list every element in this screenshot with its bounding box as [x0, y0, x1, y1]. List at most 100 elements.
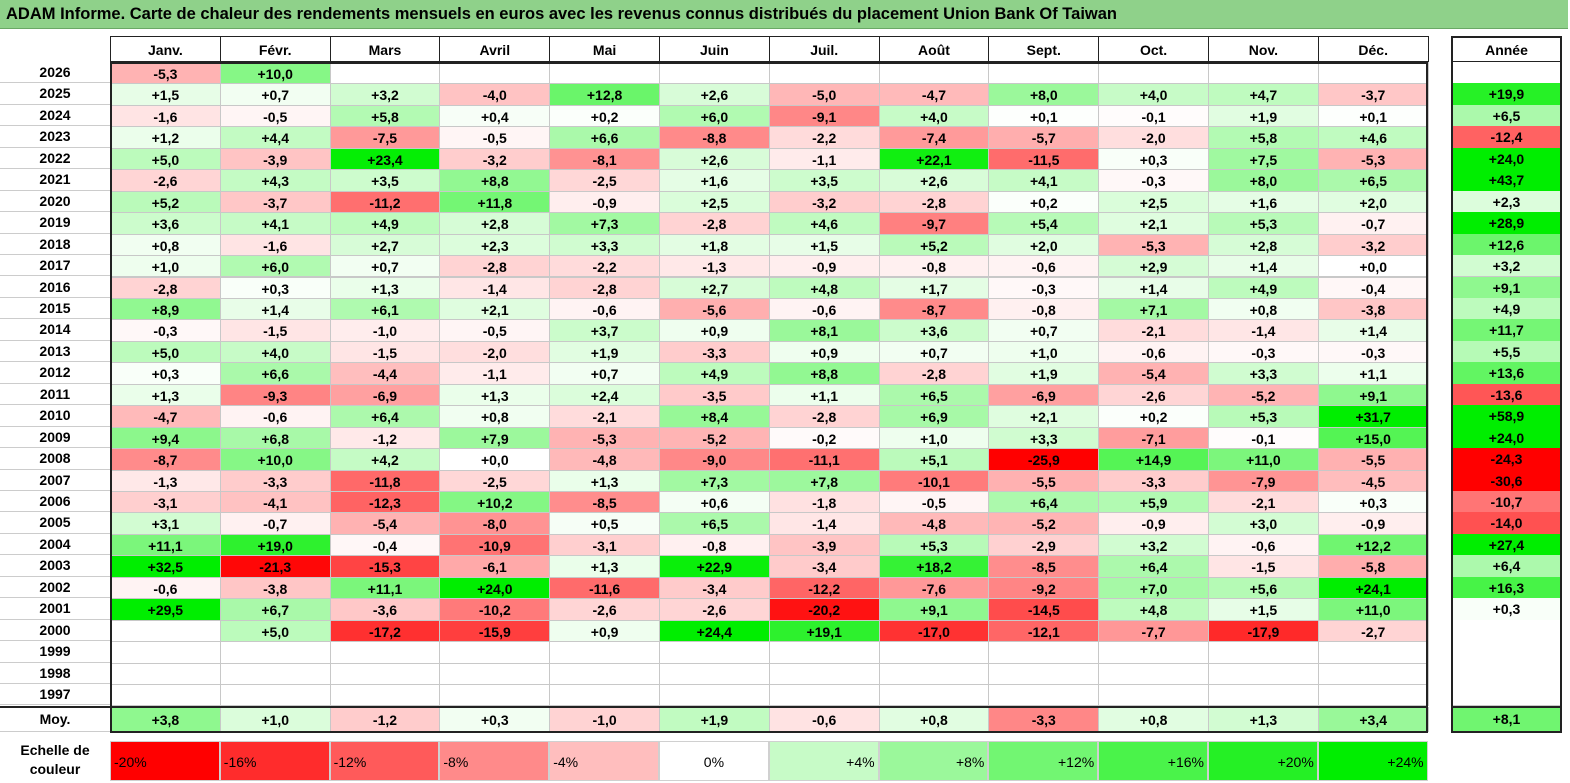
- heatmap-cell: +5,8: [1208, 126, 1319, 149]
- heatmap-cell: +24,4: [659, 619, 770, 643]
- heatmap-cell: +1,8: [659, 233, 770, 257]
- heatmap-cell: +3,5: [329, 169, 441, 192]
- heatmap-cell: -5,4: [329, 512, 441, 535]
- heatmap-cell: [439, 662, 551, 686]
- heatmap-cell: +2,7: [659, 276, 770, 299]
- heatmap-cell: -8,1: [549, 147, 660, 171]
- heatmap-cell: +1,0: [988, 340, 1100, 364]
- heatmap-cell: +1,6: [659, 169, 770, 192]
- heatmap-cell: [878, 641, 990, 664]
- heatmap-cell: [219, 684, 331, 707]
- heatmap-cell: -1,2: [329, 426, 441, 450]
- month-header: Juin: [659, 36, 770, 62]
- heatmap-cell: +0,4: [439, 104, 551, 128]
- heatmap-cell: [1317, 641, 1429, 664]
- heatmap-cell: -3,6: [329, 598, 441, 621]
- month-header: Juil.: [768, 36, 880, 62]
- heatmap-cell: [1317, 662, 1429, 686]
- year-label: 2001: [0, 598, 110, 620]
- heatmap-cell: +1,3: [329, 276, 441, 299]
- heatmap-cell: +3,3: [549, 233, 660, 257]
- heatmap-cell: +0,7: [878, 340, 990, 364]
- heatmap-cell: -2,6: [549, 598, 660, 621]
- heatmap-cell: +7,5: [1208, 147, 1319, 171]
- year-label: 2019: [0, 212, 110, 234]
- heatmap-cell: -17,0: [878, 619, 990, 643]
- average-cell: +1,0: [219, 707, 331, 732]
- heatmap-cell: -2,2: [768, 126, 880, 149]
- color-scale-stop: +16%: [1098, 741, 1208, 781]
- average-cell: -1,0: [549, 707, 660, 732]
- heatmap-cell: +1,7: [878, 276, 990, 299]
- month-header: Déc.: [1317, 36, 1429, 62]
- heatmap-cell: +4,0: [1098, 83, 1209, 106]
- heatmap-cell: -1,4: [439, 276, 551, 299]
- heatmap-cell: -20,2: [768, 598, 880, 621]
- heatmap-cell: -1,6: [110, 104, 221, 128]
- heatmap-cell: +1,1: [1317, 362, 1429, 385]
- average-cell: +1,3: [1208, 707, 1319, 732]
- heatmap-cell: [768, 684, 880, 707]
- heatmap-cell: -2,8: [439, 255, 551, 278]
- heatmap-cell: -5,3: [1317, 147, 1429, 171]
- year-label: 1999: [0, 641, 110, 663]
- heatmap-cell: -0,5: [878, 491, 990, 514]
- heatmap-cell: +4,8: [1098, 598, 1209, 621]
- year-label: 2026: [0, 62, 110, 84]
- average-cell: -0,6: [768, 707, 880, 732]
- heatmap-cell: [110, 684, 221, 707]
- heatmap-cell: -3,3: [659, 340, 770, 364]
- average-cell: +0,8: [1098, 707, 1209, 732]
- heatmap-cell: -5,5: [988, 469, 1100, 492]
- heatmap-cell: +19,0: [219, 533, 331, 557]
- heatmap-cell: -12,3: [329, 491, 441, 514]
- heatmap-cell: +0,1: [1317, 104, 1429, 128]
- heatmap-cell: +10,0: [219, 62, 331, 85]
- heatmap-cell: [1098, 62, 1209, 85]
- heatmap-cell: -0,3: [110, 319, 221, 342]
- heatmap-cell: +2,1: [988, 405, 1100, 428]
- heatmap-cell: [439, 62, 551, 85]
- heatmap-cell: +6,5: [659, 512, 770, 535]
- heatmap-cell: [439, 684, 551, 707]
- heatmap-cell: -0,9: [1098, 512, 1209, 535]
- average-cell: +3,8: [110, 707, 221, 732]
- annual-cell: +13,6: [1452, 362, 1561, 385]
- heatmap-cell: +5,3: [1208, 405, 1319, 428]
- heatmap-cell: +32,5: [110, 555, 221, 578]
- heatmap-cell: +5,0: [219, 619, 331, 643]
- heatmap-cell: +1,5: [1208, 598, 1319, 621]
- heatmap-cell: +9,1: [1317, 383, 1429, 407]
- annual-cell: +6,4: [1452, 555, 1561, 578]
- heatmap-cell: -1,5: [329, 340, 441, 364]
- heatmap-cell: +1,3: [110, 383, 221, 407]
- heatmap-cell: -0,2: [768, 426, 880, 450]
- heatmap-cell: +2,7: [329, 233, 441, 257]
- heatmap-cell: -0,8: [988, 297, 1100, 321]
- annual-cell: +27,4: [1452, 533, 1561, 557]
- heatmap-cell: -7,1: [1098, 426, 1209, 450]
- heatmap-cell: +6,0: [219, 255, 331, 278]
- heatmap-cell: [329, 662, 441, 686]
- heatmap-cell: +14,9: [1098, 448, 1209, 471]
- year-label: 2025: [0, 83, 110, 105]
- heatmap-cell: -6,9: [988, 383, 1100, 407]
- heatmap-cell: -1,3: [659, 255, 770, 278]
- heatmap-cell: +8,9: [110, 297, 221, 321]
- heatmap-cell: -4,1: [219, 491, 331, 514]
- heatmap-cell: -8,8: [659, 126, 770, 149]
- heatmap-cell: +0,3: [219, 276, 331, 299]
- heatmap-cell: [988, 641, 1100, 664]
- heatmap-cell: +7,8: [768, 469, 880, 492]
- heatmap-cell: -11,1: [768, 448, 880, 471]
- heatmap-cell: -9,1: [768, 104, 880, 128]
- heatmap-cell: -15,9: [439, 619, 551, 643]
- heatmap-cell: [878, 662, 990, 686]
- average-separator-annual: [1451, 706, 1562, 708]
- heatmap-cell: [768, 662, 880, 686]
- year-label: 2004: [0, 533, 110, 556]
- heatmap-cell: +0,9: [768, 340, 880, 364]
- heatmap-cell: +6,7: [219, 598, 331, 621]
- heatmap-cell: -2,0: [1098, 126, 1209, 149]
- heatmap-cell: +6,8: [219, 426, 331, 450]
